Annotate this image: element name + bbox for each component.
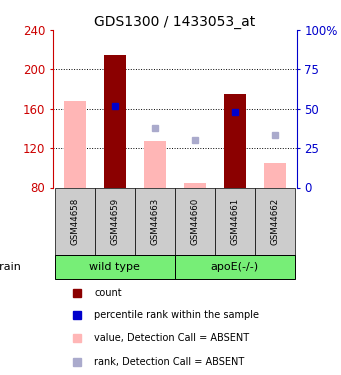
Bar [175, 255, 295, 279]
Bar [224, 94, 246, 188]
Text: strain: strain [0, 262, 21, 272]
Text: GSM44658: GSM44658 [70, 198, 79, 245]
Text: count: count [94, 288, 122, 298]
Bar [215, 188, 255, 255]
Bar [55, 188, 95, 255]
Title: GDS1300 / 1433053_at: GDS1300 / 1433053_at [94, 15, 255, 29]
Text: percentile rank within the sample: percentile rank within the sample [94, 310, 259, 320]
Text: GSM44659: GSM44659 [110, 198, 119, 245]
Text: wild type: wild type [89, 262, 140, 272]
Text: GSM44663: GSM44663 [150, 198, 159, 245]
Bar [95, 188, 135, 255]
Text: apoE(-/-): apoE(-/-) [211, 262, 259, 272]
Text: GSM44661: GSM44661 [230, 198, 239, 245]
Bar [144, 141, 166, 188]
Bar [104, 55, 126, 188]
Bar [135, 188, 175, 255]
Bar [255, 188, 295, 255]
Text: GSM44660: GSM44660 [190, 198, 199, 245]
Bar [264, 163, 286, 188]
Text: GSM44662: GSM44662 [270, 198, 279, 245]
Bar [64, 101, 86, 188]
Text: rank, Detection Call = ABSENT: rank, Detection Call = ABSENT [94, 357, 244, 367]
Bar [175, 188, 215, 255]
Text: value, Detection Call = ABSENT: value, Detection Call = ABSENT [94, 333, 249, 342]
Bar [184, 183, 206, 188]
Bar [55, 255, 175, 279]
